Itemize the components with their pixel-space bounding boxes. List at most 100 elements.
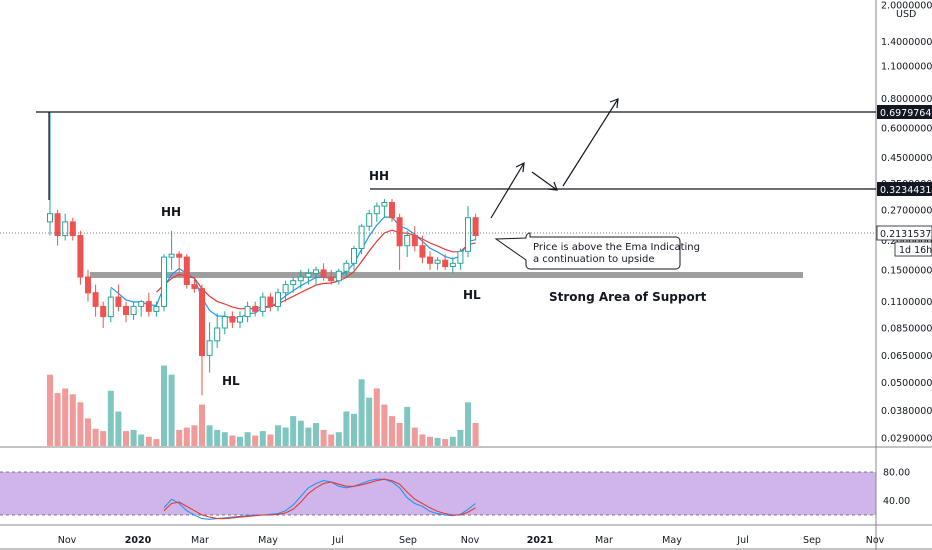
time-tick-label: Nov	[461, 535, 480, 546]
volume-bar	[138, 434, 145, 446]
volume-bar	[449, 436, 456, 446]
candle	[138, 299, 145, 317]
candle-body	[313, 269, 319, 274]
volume-bar	[419, 434, 426, 446]
label-hh-right: HH	[369, 169, 389, 183]
candle-body	[153, 305, 160, 312]
candle	[328, 269, 335, 285]
rsi-pane[interactable]	[0, 471, 876, 520]
candle-body	[191, 284, 198, 290]
candle	[237, 311, 243, 328]
candle	[351, 245, 357, 270]
candle-body	[411, 235, 418, 247]
price-tag-resistance-high: 0.69797640	[877, 105, 932, 119]
candle	[47, 112, 53, 236]
candle	[206, 322, 213, 373]
current-price-value: 0.21315377	[880, 229, 932, 240]
candle-body	[107, 296, 114, 318]
candle	[305, 268, 312, 285]
candle-body	[206, 340, 213, 356]
candle-body	[259, 296, 266, 312]
candle-body	[351, 248, 357, 264]
candle	[176, 251, 183, 277]
volume-bar	[221, 432, 228, 446]
time-axis[interactable]: Nov 2020 Mar May Jul Sep Nov 2021 Mar May Jul Sep No…	[58, 535, 885, 546]
callout-box	[494, 232, 681, 270]
volume-bar	[115, 411, 122, 446]
candle-body	[381, 202, 388, 207]
candle	[130, 301, 137, 320]
candle-body	[358, 225, 365, 249]
volume-bar	[457, 429, 464, 446]
candle-body	[54, 213, 61, 236]
volume-bar	[252, 435, 259, 446]
candle	[221, 311, 228, 335]
candle-body	[77, 235, 84, 278]
candle	[153, 301, 160, 317]
candle	[145, 292, 152, 317]
candle-body	[290, 280, 297, 286]
time-tick-label: Nov	[58, 535, 77, 546]
projection-leg-2	[531, 171, 558, 191]
projection-path[interactable]	[490, 98, 619, 219]
rsi-band	[0, 472, 876, 515]
candle-body	[115, 296, 122, 307]
candle	[442, 254, 449, 270]
time-tick-label: May	[662, 535, 682, 546]
rsi-tick-label: 40.00	[883, 496, 910, 507]
rsi-lines	[163, 478, 476, 520]
label-hh-left: HH	[161, 205, 181, 219]
support-zone[interactable]	[90, 272, 803, 278]
resistance-levels[interactable]	[0, 111, 876, 234]
time-tick-label: 2020	[125, 535, 152, 546]
volume-bar	[107, 390, 114, 446]
volume-bar	[396, 423, 403, 446]
volume-bar	[69, 394, 76, 446]
time-tick-label: May	[258, 535, 278, 546]
candle-body	[419, 245, 426, 258]
candle	[313, 266, 319, 285]
volume-bar	[381, 404, 388, 446]
time-tick-label: Jul	[331, 535, 343, 546]
candle	[229, 311, 236, 328]
candles	[47, 112, 479, 396]
volume-bar	[176, 429, 183, 446]
candle	[472, 213, 479, 241]
volume-bar	[199, 404, 205, 446]
time-tick-label: Mar	[191, 535, 209, 546]
volume-bar	[411, 427, 418, 446]
volume-bar	[214, 429, 221, 446]
volume-bar	[85, 418, 91, 446]
callout[interactable]: Price is above the Ema Indicating a cont…	[494, 232, 700, 270]
currency-label: USD	[896, 9, 916, 20]
candle	[123, 301, 129, 323]
candle	[427, 251, 433, 270]
candle	[85, 269, 91, 302]
candle-body	[252, 305, 259, 312]
candle-body	[472, 217, 479, 236]
candle-body	[85, 276, 91, 294]
volume-bar	[351, 413, 357, 446]
price-tag-current: 0.21315377	[876, 225, 932, 241]
candle	[100, 301, 107, 328]
candle-body	[396, 217, 403, 247]
volume-bar	[305, 427, 312, 446]
volume-bars	[47, 365, 479, 447]
support-label: Strong Area of Support	[549, 290, 707, 304]
volume-bar	[320, 429, 327, 446]
volume-bar	[62, 388, 69, 446]
time-tick-label: 2021	[527, 535, 553, 546]
label-hl-right: HL	[463, 288, 481, 302]
volume-bar	[472, 423, 479, 446]
candle-body	[237, 316, 243, 323]
volume-bar	[259, 431, 266, 446]
candle	[320, 263, 327, 281]
price-tag-resistance-mid: 0.32344314	[877, 182, 932, 196]
volume-bar	[153, 439, 160, 446]
